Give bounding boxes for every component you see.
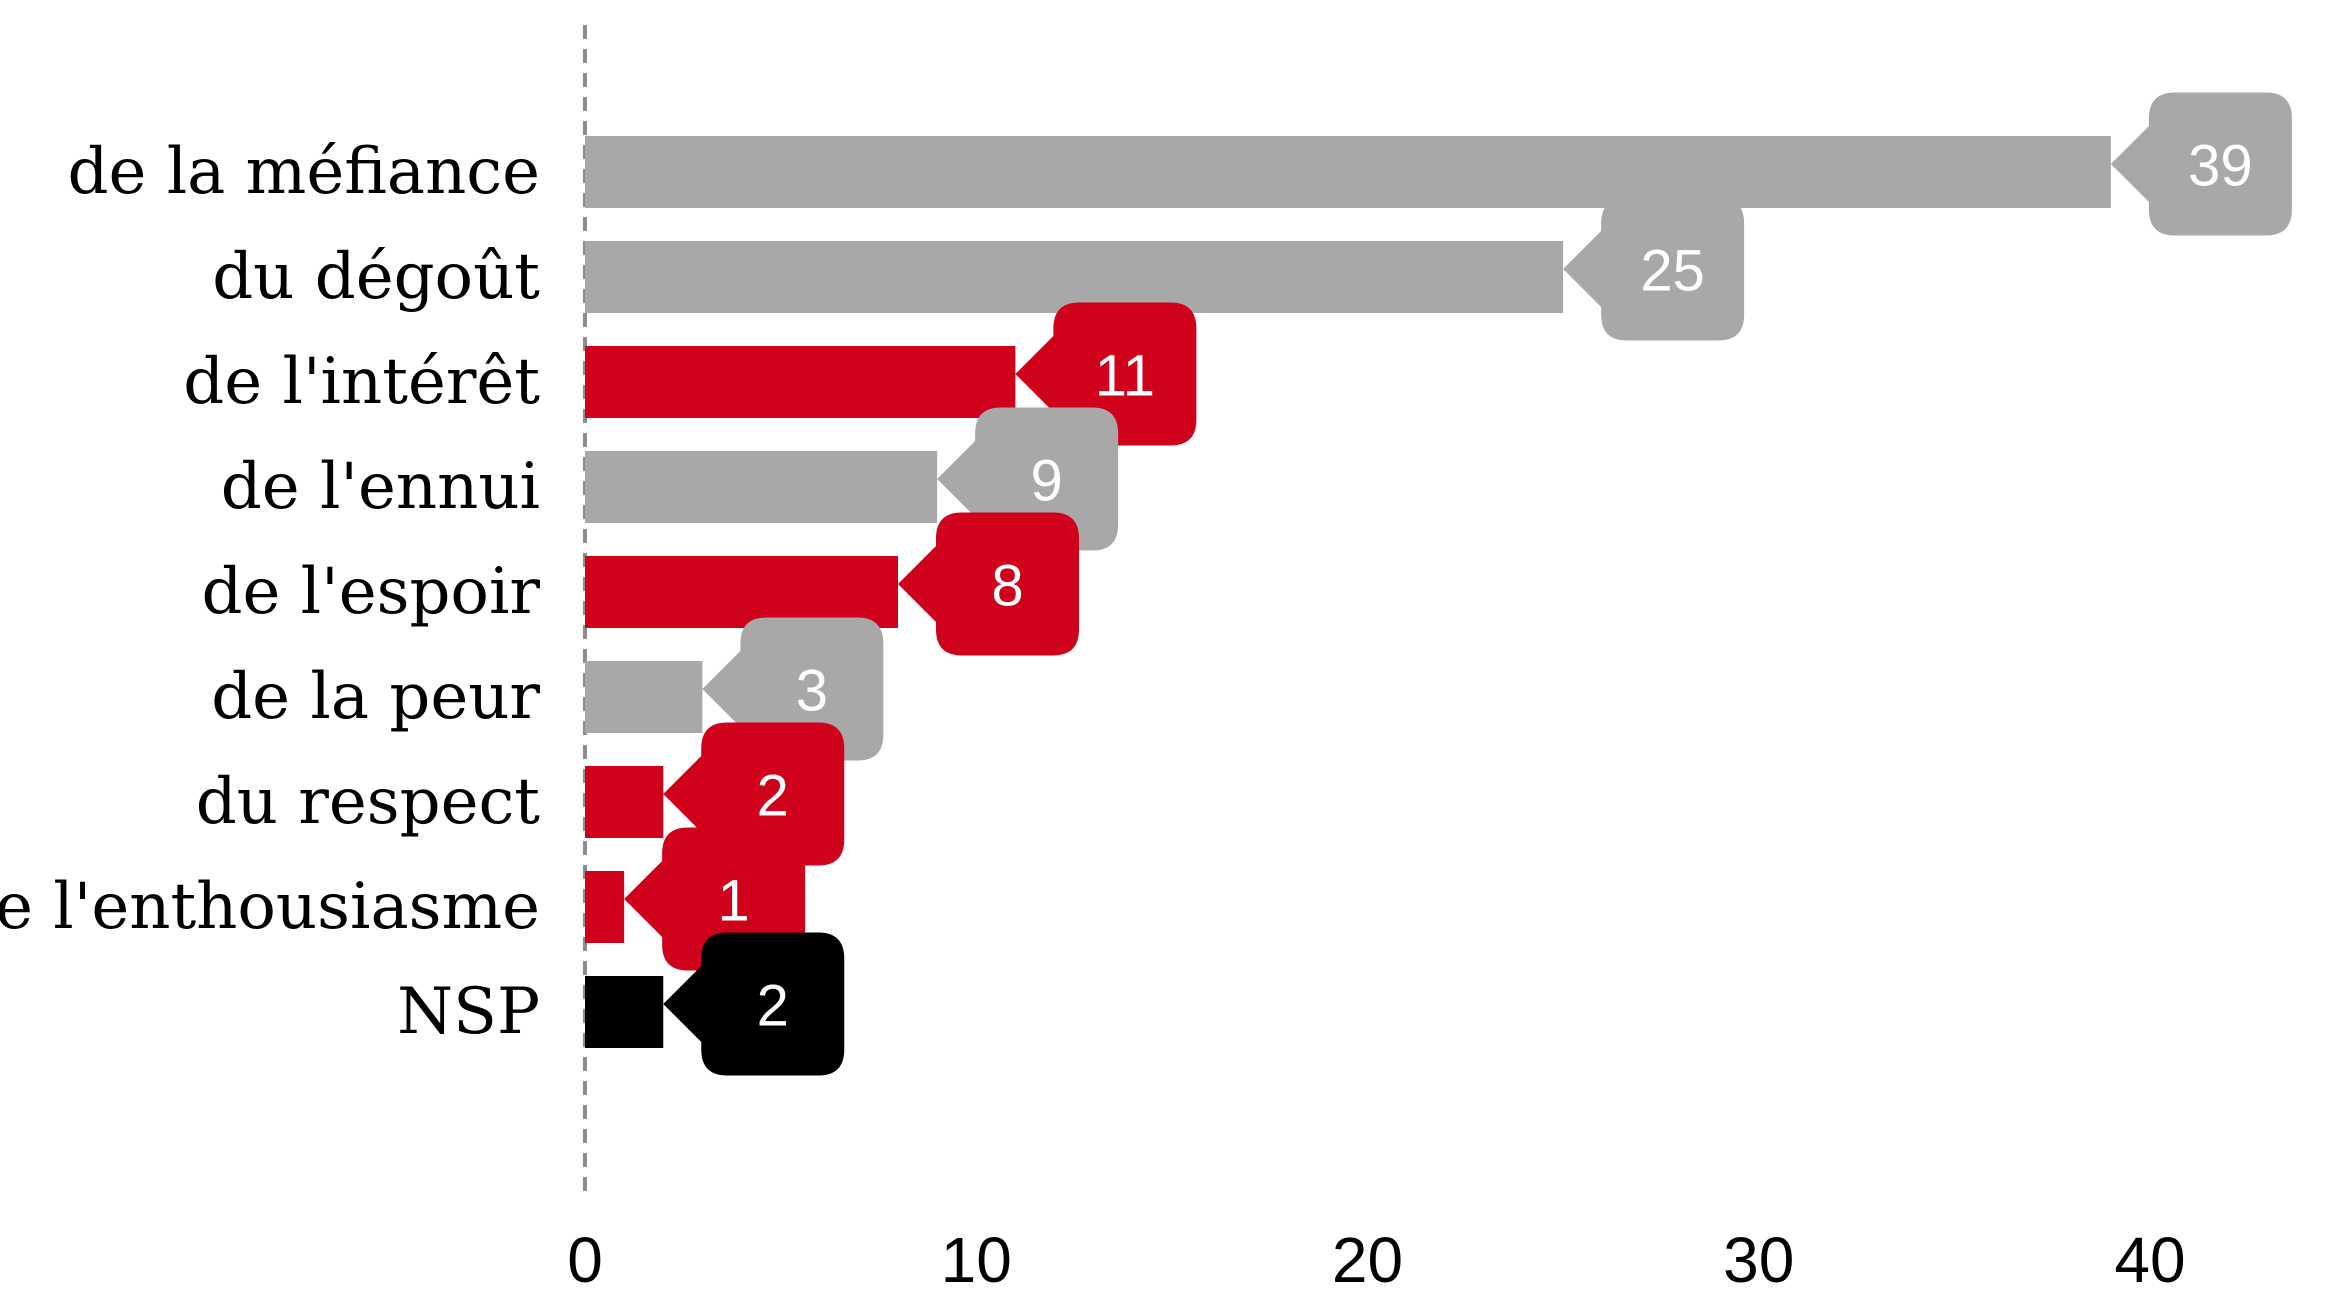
category-label: de l'enthousiasme xyxy=(0,870,540,944)
bar xyxy=(585,766,664,838)
category-label: de la peur xyxy=(211,660,540,734)
data-label: 3 xyxy=(796,659,828,724)
x-tick-label: 10 xyxy=(941,1224,1012,1290)
callout-shape xyxy=(1563,197,1745,341)
x-tick-label: 40 xyxy=(2114,1224,2185,1290)
bar xyxy=(585,241,1564,313)
x-tick-label: 30 xyxy=(1723,1224,1794,1290)
data-label: 8 xyxy=(991,554,1023,619)
category-label: du respect xyxy=(196,765,541,839)
category-label: de l'intérêt xyxy=(183,345,540,419)
category-label: de l'espoir xyxy=(201,555,540,629)
callout-shape xyxy=(898,512,1079,656)
bar xyxy=(585,346,1016,418)
x-tick-label: 20 xyxy=(1332,1224,1403,1290)
bar xyxy=(585,871,625,943)
data-label-callout: 2 xyxy=(663,932,845,1076)
bar xyxy=(585,136,2111,208)
category-label: de la méfiance xyxy=(68,135,541,209)
bar xyxy=(585,661,703,733)
callout-shape xyxy=(663,932,845,1076)
data-label-callout: 39 xyxy=(2110,92,2292,236)
x-tick-label: 0 xyxy=(567,1224,603,1290)
data-label: 1 xyxy=(717,869,749,934)
category-label: NSP xyxy=(397,975,540,1049)
category-label: du dégoût xyxy=(212,240,540,314)
data-label: 9 xyxy=(1030,449,1062,514)
data-label-callout: 8 xyxy=(898,512,1079,656)
bar xyxy=(585,976,664,1048)
category-label: de l'ennui xyxy=(221,450,540,524)
data-label: 39 xyxy=(2188,134,2253,199)
data-label: 2 xyxy=(757,974,789,1039)
data-label-callout: 25 xyxy=(1563,197,1745,341)
bar xyxy=(585,451,938,523)
data-label: 11 xyxy=(1095,344,1155,409)
callout-shape xyxy=(2110,92,2292,236)
data-label: 25 xyxy=(1640,239,1705,304)
data-label: 2 xyxy=(757,764,789,829)
bar xyxy=(585,556,898,628)
